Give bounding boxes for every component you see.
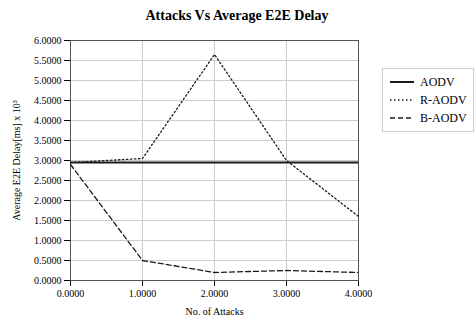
html-text:Attacks Vs Average E2E Delay: Attacks Vs Average E2E Delay: [145, 8, 329, 23]
svg-text:0.0000: 0.0000: [34, 275, 62, 286]
svg-text:4.5000: 4.5000: [34, 95, 62, 106]
svg-text:4.0000: 4.0000: [345, 288, 373, 299]
html-text:AODV: AODV: [420, 74, 455, 89]
svg-text:5.0000: 5.0000: [34, 75, 62, 86]
svg-text:2.0000: 2.0000: [201, 288, 229, 299]
html-text:B-AODV: B-AODV: [420, 110, 467, 125]
svg-text:3.0000: 3.0000: [273, 288, 301, 299]
svg-text:4.0000: 4.0000: [34, 115, 62, 126]
svg-text:No. of Attacks: No. of Attacks: [185, 306, 243, 317]
svg-text:2.0000: 2.0000: [34, 195, 62, 206]
svg-text:1.0000: 1.0000: [34, 235, 62, 246]
html-text:R-AODV: R-AODV: [420, 92, 467, 107]
svg-text:3.0000: 3.0000: [34, 155, 62, 166]
svg-text:2.5000: 2.5000: [34, 175, 62, 186]
svg-text:1.0000: 1.0000: [129, 288, 157, 299]
svg-text:Average E2E Delay[ms] x 10³: Average E2E Delay[ms] x 10³: [11, 100, 22, 221]
svg-text:1.5000: 1.5000: [34, 215, 62, 226]
svg-text:0.0000: 0.0000: [57, 288, 85, 299]
svg-text:0.5000: 0.5000: [34, 255, 62, 266]
svg-text:6.0000: 6.0000: [34, 35, 62, 46]
svg-text:3.5000: 3.5000: [34, 135, 62, 146]
svg-text:5.5000: 5.5000: [34, 55, 62, 66]
